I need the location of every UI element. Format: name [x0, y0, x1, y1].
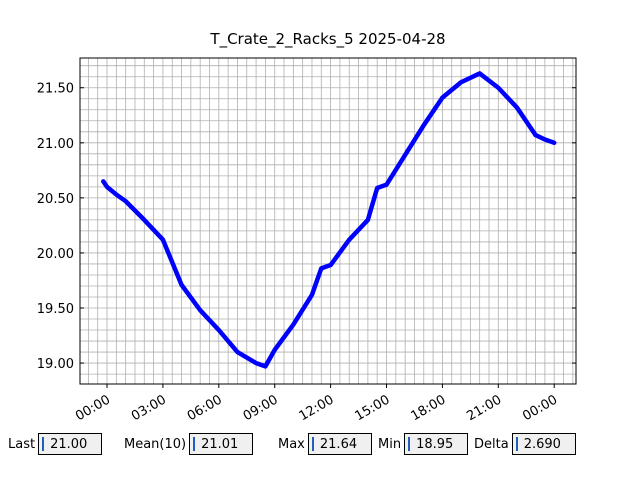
stat-label: Max [278, 436, 305, 452]
x-tick-label: 00:00 [73, 392, 113, 424]
stat: Delta 2.690 [474, 432, 576, 456]
stat: Max 21.64 [278, 432, 372, 456]
stat: Min 18.95 [378, 432, 469, 456]
stat-value: 18.95 [404, 433, 469, 455]
stat-label: Mean(10) [124, 436, 187, 452]
y-tick-label: 21.50 [37, 82, 74, 97]
stat-label: Delta [474, 436, 509, 452]
y-tick-label: 20.00 [37, 247, 74, 262]
x-tick-label: 09:00 [241, 392, 281, 424]
stat: Mean(10) 21.01 [124, 432, 254, 456]
x-tick-label: 21:00 [464, 392, 504, 424]
y-tick-label: 19.00 [37, 357, 74, 372]
x-tick-label: 12:00 [297, 392, 337, 424]
data-line [101, 71, 557, 369]
y-tick-label: 20.50 [37, 192, 74, 207]
y-tick-label: 21.00 [37, 137, 74, 152]
chart-title: T_Crate_2_Racks_5 2025-04-28 [209, 30, 445, 49]
plot-frame [79, 57, 577, 385]
stat: Last 21.00 [8, 432, 103, 456]
x-tick-label: 06:00 [185, 392, 225, 424]
x-tick-label: 00:00 [520, 392, 560, 424]
stat-value: 21.64 [307, 433, 372, 455]
x-tick-label: 18:00 [408, 392, 448, 424]
y-tick-label: 19.50 [37, 302, 74, 317]
x-tick-label: 15:00 [353, 392, 393, 424]
x-tick-label: 03:00 [129, 392, 169, 424]
stat-label: Last [8, 436, 36, 452]
stat-label: Min [378, 436, 402, 452]
chart: T_Crate_2_Racks_5 2025-04-28 19.00 19.50 2… [37, 30, 577, 424]
stat-value: 21.00 [38, 433, 103, 455]
stat-value: 2.690 [511, 433, 576, 455]
stat-value: 21.01 [189, 433, 254, 455]
